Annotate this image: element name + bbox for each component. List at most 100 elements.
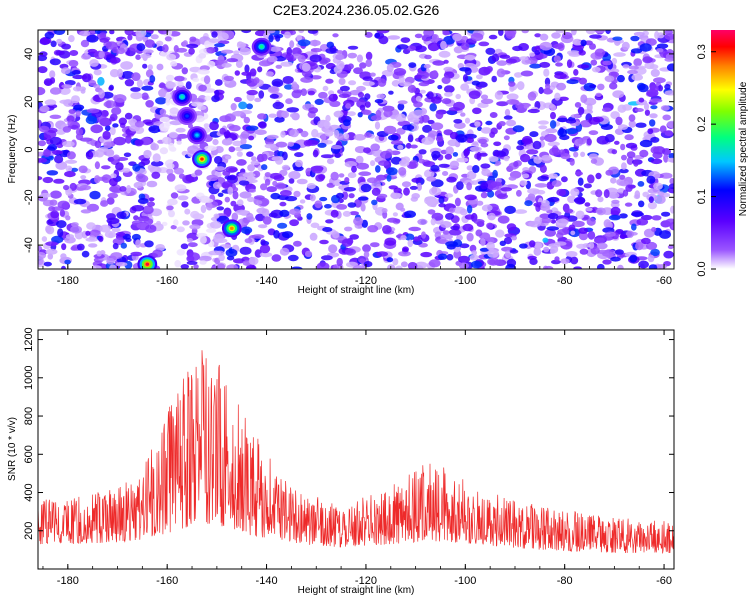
heatmap-cell xyxy=(619,174,626,180)
heatmap-cell xyxy=(338,173,345,178)
heatmap-cell xyxy=(649,64,659,70)
heatmap-cell xyxy=(572,220,585,228)
heatmap-cell xyxy=(602,60,612,66)
heatmap-cell xyxy=(344,177,350,183)
heatmap-cell xyxy=(309,54,322,63)
heatmap-cell xyxy=(266,186,278,193)
heatmap-cell xyxy=(99,37,110,43)
heatmap-cell xyxy=(444,193,454,198)
heatmap-cell xyxy=(615,116,623,126)
heatmap-cell xyxy=(309,39,321,47)
heatmap-cell xyxy=(554,256,560,262)
heatmap-cell xyxy=(497,215,510,224)
heatmap-cell xyxy=(537,120,549,125)
heatmap-cell xyxy=(568,52,581,57)
heatmap-cell xyxy=(412,236,421,242)
heatmap-cell xyxy=(574,102,582,108)
heatmap-cell xyxy=(480,191,488,199)
heatmap-cell xyxy=(610,256,621,262)
heatmap-cell xyxy=(316,262,330,269)
heatmap-cell xyxy=(106,213,116,221)
heatmap-cell xyxy=(131,205,145,212)
heatmap-cell xyxy=(258,60,271,67)
heatmap-cell xyxy=(43,149,51,157)
heatmap-cell xyxy=(401,181,412,188)
heatmap-cell xyxy=(633,159,639,167)
heatmap-cell xyxy=(506,99,519,105)
heatmap-cell xyxy=(652,151,663,159)
heatmap-cell xyxy=(291,53,303,59)
heatmap-cell xyxy=(611,149,618,155)
heatmap-cell xyxy=(398,251,411,257)
heatmap-cell xyxy=(204,145,217,151)
heatmap-cell xyxy=(185,81,192,90)
heatmap-cell xyxy=(110,184,121,193)
heatmap-cell xyxy=(225,166,238,173)
heatmap-cell xyxy=(364,109,372,116)
heatmap-cell xyxy=(217,32,229,41)
heatmap-cell xyxy=(265,71,274,77)
heatmap-cell xyxy=(487,257,500,266)
heatmap-cell xyxy=(246,103,253,110)
heatmap-cell xyxy=(362,81,375,87)
heatmap-cell xyxy=(336,257,343,267)
heatmap-cell xyxy=(93,69,102,76)
heatmap-cell xyxy=(214,79,223,86)
heatmap-cell xyxy=(456,234,463,241)
heatmap-cell xyxy=(187,145,199,154)
heatmap-cell xyxy=(319,196,328,202)
heatmap-cell xyxy=(509,249,519,254)
heatmap-cell xyxy=(359,104,366,111)
heatmap-cell xyxy=(604,75,615,82)
heatmap-cell xyxy=(318,91,328,99)
heatmap-cell xyxy=(628,120,636,128)
heatmap-cell xyxy=(60,253,67,260)
heatmap-cell xyxy=(487,249,499,258)
heatmap-cell xyxy=(206,174,219,182)
heatmap-cell xyxy=(395,113,407,122)
heatmap-cell xyxy=(557,128,568,137)
heatmap-cell xyxy=(66,151,76,160)
heatmap-cell xyxy=(407,239,414,248)
heatmap-cell xyxy=(575,210,585,220)
heatmap-cell xyxy=(143,149,152,159)
heatmap-cell xyxy=(166,173,176,182)
heatmap-cell xyxy=(459,243,470,249)
heatmap-cell xyxy=(209,121,219,131)
heatmap-cell xyxy=(279,169,288,176)
heatmap-cell xyxy=(248,135,255,141)
heatmap-cell xyxy=(364,93,371,100)
heatmap-cell xyxy=(400,261,408,268)
heatmap-cell xyxy=(59,99,72,105)
x-tick-label: -100 xyxy=(454,275,476,287)
heatmap-cell xyxy=(633,31,645,36)
heatmap-cell xyxy=(423,161,436,167)
heatmap-cell xyxy=(298,30,305,34)
heatmap-cell xyxy=(352,265,366,269)
heatmap-cell xyxy=(181,201,189,208)
heatmap-cell xyxy=(244,238,253,244)
heatmap-cell xyxy=(284,84,294,90)
heatmap-cell xyxy=(366,177,378,184)
heatmap-cell xyxy=(156,220,161,226)
heatmap-cell xyxy=(648,264,658,269)
heatmap-cell xyxy=(135,173,146,182)
heatmap-cell xyxy=(492,169,498,179)
heatmap-cell xyxy=(42,176,54,184)
heatmap-cell xyxy=(299,199,306,204)
heatmap-cell xyxy=(608,214,621,221)
heatmap-cell xyxy=(289,113,296,118)
heatmap-cell xyxy=(242,172,256,178)
heatmap-cell xyxy=(236,41,246,49)
heatmap-cell xyxy=(382,225,392,234)
heatmap-cell xyxy=(418,81,430,87)
snr-x-axis-label: Height of straight line (km) xyxy=(298,585,415,596)
heatmap-cell xyxy=(269,172,283,180)
heatmap-cell xyxy=(144,240,154,248)
heatmap-cell xyxy=(80,88,86,94)
heatmap-cell xyxy=(300,130,309,138)
heatmap-cell xyxy=(89,190,101,200)
heatmap-cell xyxy=(41,236,48,242)
heatmap-cell xyxy=(639,43,652,52)
heatmap-cell xyxy=(322,85,329,92)
